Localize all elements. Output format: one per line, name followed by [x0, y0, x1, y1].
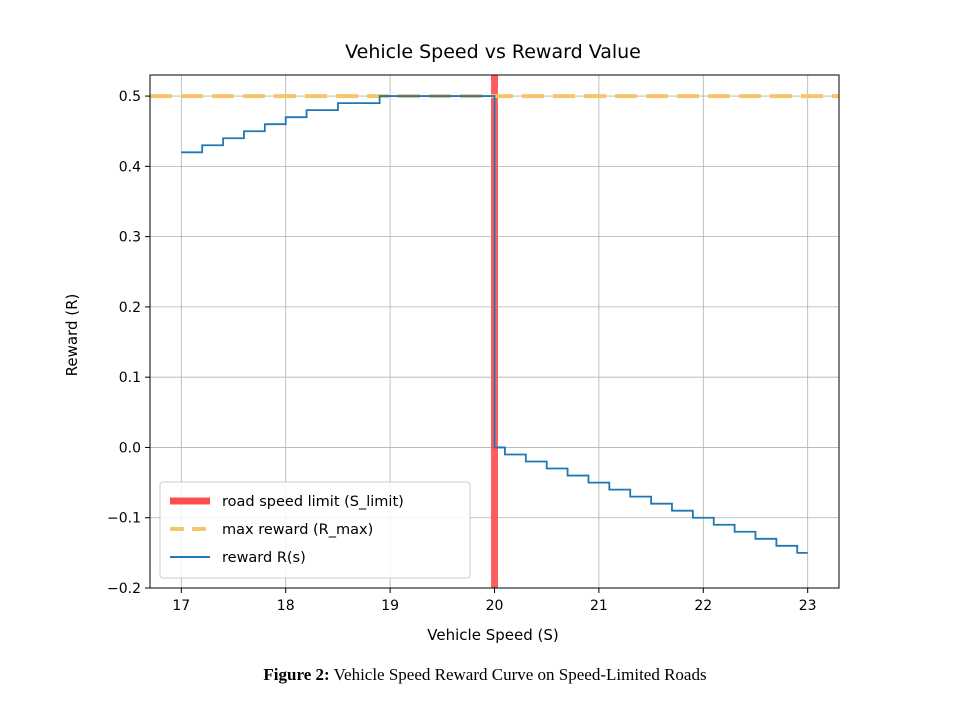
y-tick-label: 0.4 — [119, 159, 141, 175]
y-tick-label: 0.5 — [119, 89, 141, 105]
figure-caption: Figure 2: Vehicle Speed Reward Curve on … — [0, 665, 970, 685]
legend: road speed limit (S_limit)max reward (R_… — [159, 481, 471, 579]
y-axis-label: Reward (R) — [63, 294, 81, 377]
x-tick-label: 20 — [486, 598, 504, 614]
x-tick-label: 18 — [277, 598, 295, 614]
y-tick-label: 0.2 — [119, 300, 141, 316]
x-tick-label: 23 — [799, 598, 817, 614]
y-tick-label: 0.0 — [119, 440, 141, 456]
reward-step-line — [181, 95, 808, 554]
caption-label: Figure 2: — [263, 665, 330, 684]
axis-ticks: 17 18 19 20 21 22 23 −0.2 −0.1 0.0 0.1 0.2 0.3 0.4 0.5 — [107, 89, 817, 614]
chart-title: Vehicle Speed vs Reward Value — [345, 41, 641, 63]
plot-area — [150, 75, 839, 588]
y-tick-label: 0.1 — [119, 370, 141, 386]
y-tick-label: −0.2 — [107, 581, 141, 597]
y-tick-label: 0.3 — [119, 230, 141, 246]
legend-label: max reward (R_max) — [222, 522, 373, 538]
x-tick-label: 17 — [172, 598, 190, 614]
x-tick-label: 22 — [694, 598, 712, 614]
x-tick-label: 19 — [381, 598, 399, 614]
x-axis-label: Vehicle Speed (S) — [427, 626, 558, 644]
legend-box — [159, 481, 471, 579]
y-tick-label: −0.1 — [107, 511, 141, 527]
legend-label: road speed limit (S_limit) — [222, 494, 404, 510]
legend-label: reward R(s) — [222, 550, 306, 566]
caption-text: Vehicle Speed Reward Curve on Speed-Limi… — [333, 665, 707, 684]
x-tick-label: 21 — [590, 598, 608, 614]
